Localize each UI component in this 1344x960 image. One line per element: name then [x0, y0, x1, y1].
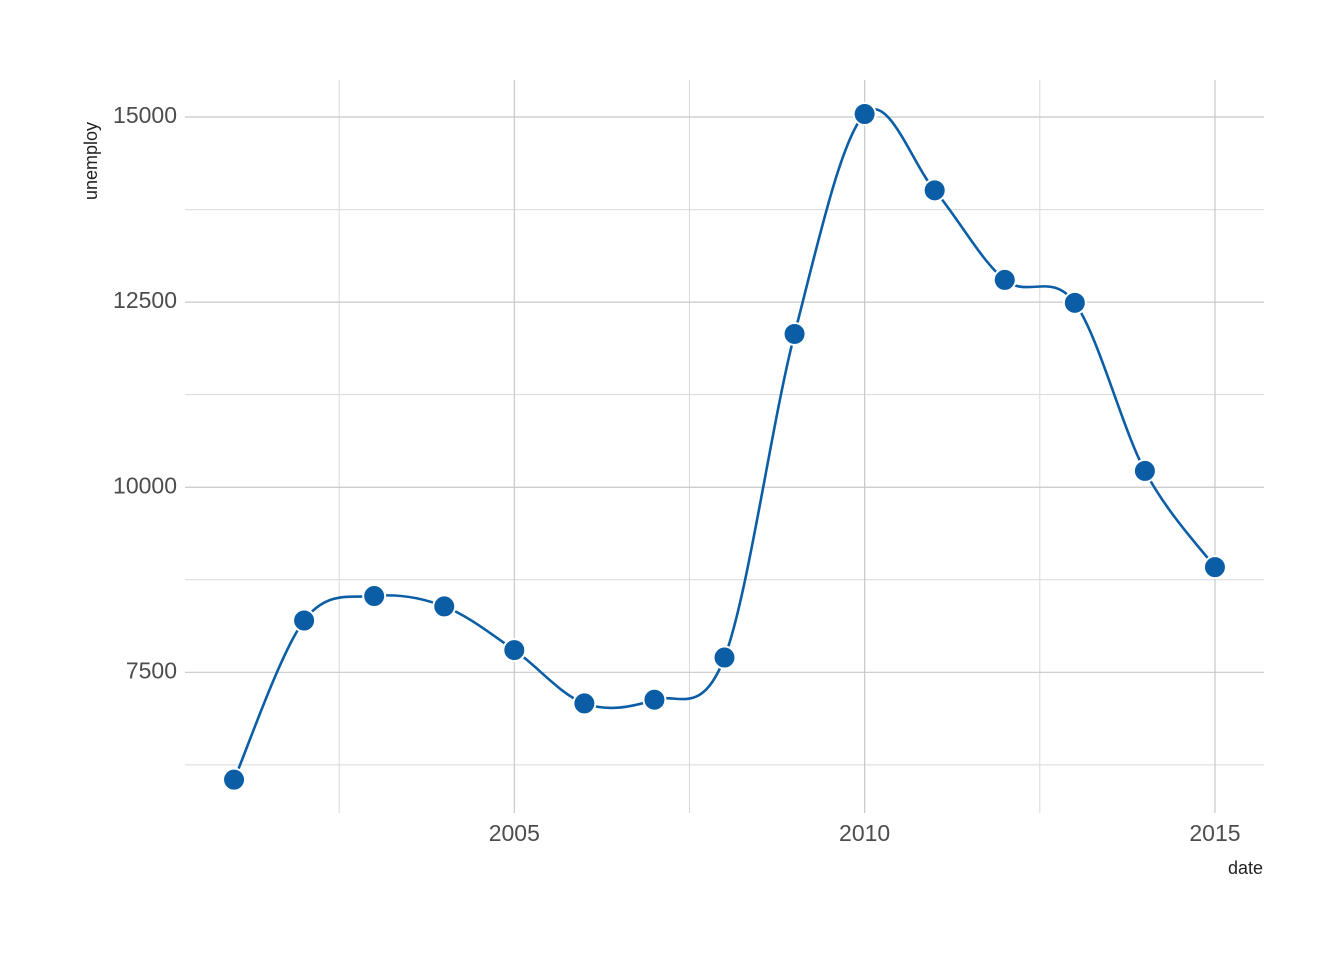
point [502, 638, 527, 663]
point [362, 584, 387, 609]
y-tick-label: 7500 [126, 657, 177, 683]
point [922, 178, 947, 203]
x-tick-label: 2010 [839, 820, 890, 846]
point [782, 321, 807, 346]
line [232, 108, 1217, 781]
x-tick-label: 2005 [489, 820, 540, 846]
point [1132, 458, 1157, 483]
point [572, 691, 597, 716]
y-axis-title: unemploy [81, 122, 101, 200]
y-tick-label: 12500 [113, 287, 177, 313]
point [712, 645, 737, 670]
x-axis-title: date [1228, 858, 1263, 878]
point [222, 767, 247, 792]
y-tick-label: 10000 [113, 472, 177, 498]
point [852, 102, 877, 127]
point [642, 687, 667, 712]
point [292, 608, 317, 633]
x-tick-label: 2015 [1189, 820, 1240, 846]
point [1202, 555, 1227, 580]
point [432, 594, 457, 619]
point [992, 267, 1017, 292]
point [1062, 290, 1087, 315]
y-tick-label: 15000 [113, 102, 177, 128]
